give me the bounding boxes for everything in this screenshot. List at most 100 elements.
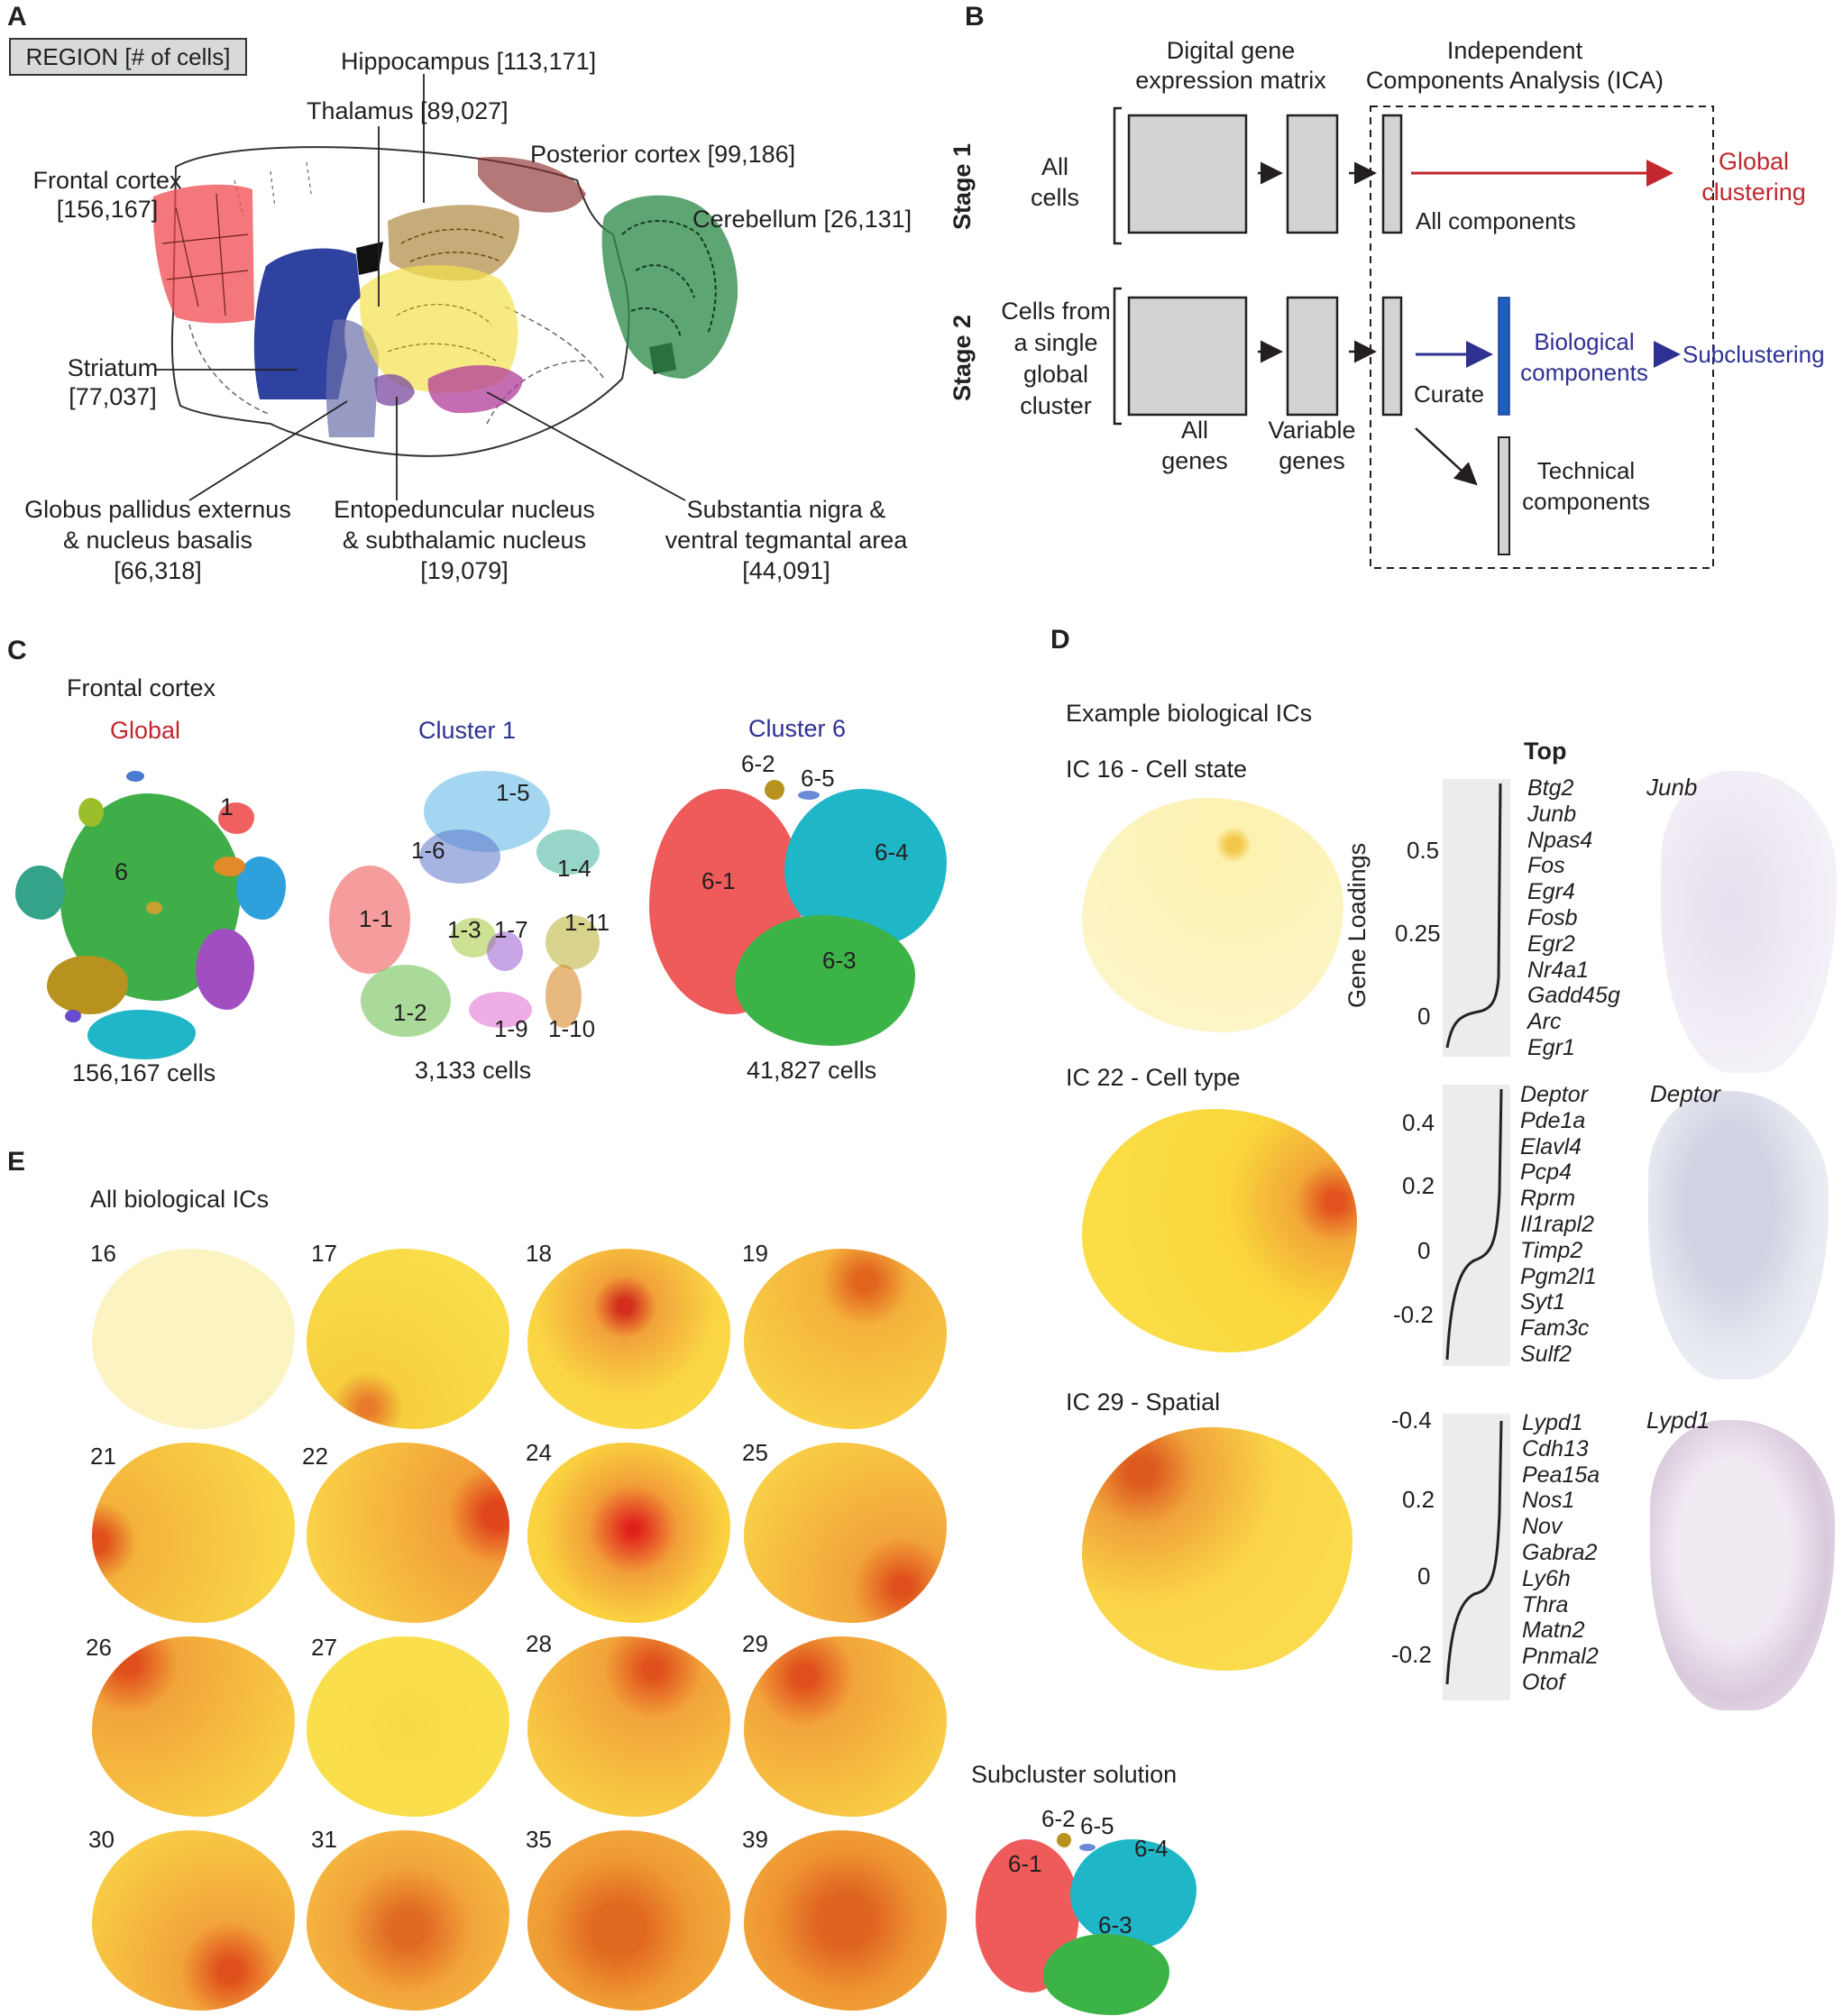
panel-label-a: A: [7, 2, 27, 32]
subclustering-label: Subclustering: [1683, 341, 1825, 368]
frontal-cortex-title: Frontal cortex: [67, 674, 216, 701]
global-cell-count: 156,167 cells: [72, 1059, 216, 1086]
label-frontal-cortex: Frontal cortex [156,167]: [32, 167, 182, 223]
ic-number-18: 18: [526, 1240, 552, 1267]
ic16-title: IC 16 - Cell state: [1066, 756, 1248, 783]
biological-components-bar: [1498, 297, 1510, 416]
label-globus-pallidus: Globus pallidus externus & nucleus basal…: [24, 496, 291, 584]
panel-label-d: D: [1050, 625, 1070, 655]
label-hippocampus: Hippocampus [113,171]: [341, 48, 597, 75]
ic-tsne-28: [527, 1636, 730, 1817]
ic29-tick: 0: [1417, 1562, 1431, 1590]
cluster1-title: Cluster 1: [418, 717, 517, 744]
label-striatum: Striatum [77,037]: [67, 354, 159, 410]
ic29-title: IC 29 - Spatial: [1066, 1388, 1221, 1416]
ic29-tsne: [1082, 1427, 1352, 1671]
ic-number-27: 27: [311, 1634, 337, 1661]
ica-dashed-box: [1370, 105, 1714, 569]
ic-number-29: 29: [742, 1630, 768, 1657]
ic22-tick: 0: [1417, 1237, 1431, 1264]
ic16-ish-image: [1661, 771, 1837, 1073]
cluster1-label-1-1: 1-1: [359, 905, 393, 932]
cluster1-label-1-9: 1-9: [494, 1015, 528, 1042]
ic29-loading-plot: [1443, 1414, 1510, 1700]
ic-tsne-39: [744, 1830, 947, 2011]
ic-tsne-25: [744, 1443, 947, 1623]
cluster1-label-1-11: 1-11: [564, 909, 610, 936]
example-ics-title: Example biological ICs: [1066, 700, 1313, 727]
ic29-gene-list: Lypd1 Cdh13 Pea15a Nos1 Nov Gabra2 Ly6h Thra Mat…: [1522, 1410, 1600, 1695]
label-thalamus: Thalamus [89,027]: [307, 97, 509, 124]
cluster6-label-6-5: 6-5: [801, 765, 835, 792]
ic-tsne-24: [527, 1443, 730, 1623]
ic-tsne-30: [92, 1830, 295, 2011]
ic16-tick: 0.5: [1407, 837, 1440, 864]
cluster6-title: Cluster 6: [748, 715, 847, 742]
label-posterior-cortex: Posterior cortex [99,186]: [530, 141, 796, 168]
ic22-tick: 0.4: [1402, 1109, 1435, 1136]
thalamus-region: [360, 264, 518, 393]
stage1-all-genes-matrix: [1127, 114, 1248, 234]
brain-sagittal-diagram: [152, 74, 738, 501]
cerebellum-region: [601, 195, 738, 379]
global-tsne-plot: [11, 766, 290, 1064]
global-cluster-6-label: 6: [115, 858, 129, 885]
panel-label-e: E: [7, 1147, 26, 1177]
top-genes-header: Top: [1524, 738, 1567, 765]
technical-components-bar: [1498, 436, 1510, 555]
stage2-cells-from-cluster: Cells from a single global cluster: [1001, 298, 1111, 419]
header-ica: Independent Components Analysis (ICA): [1365, 37, 1664, 94]
stage2-components-bar: [1381, 296, 1403, 417]
subcluster-tsne-plot: [976, 1826, 1201, 2015]
header-gene-matrix: Digital gene expression matrix: [1135, 37, 1326, 94]
ic16-gene-list: Btg2 Junb Npas4 Fos Egr4 Fosb Egr2 Nr4a1 Gadd45g…: [1527, 775, 1620, 1060]
ic-number-24: 24: [526, 1439, 552, 1466]
cluster1-label-1-10: 1-10: [548, 1015, 596, 1042]
cluster6-label-6-1: 6-1: [701, 867, 736, 894]
ic29-tick: -0.2: [1391, 1641, 1432, 1668]
ic22-ish-gene: Deptor: [1650, 1080, 1721, 1107]
technical-components-label: Technical components: [1522, 457, 1650, 515]
cluster6-label-6-2: 6-2: [741, 750, 775, 777]
ica-workflow-diagram: [1113, 105, 1714, 569]
all-components-label: All components: [1416, 207, 1576, 234]
cluster1-label-1-6: 1-6: [411, 837, 445, 864]
ic22-gene-list: Deptor Pde1a Elavl4 Pcp4 Rprm Il1rapl2 Timp2 Pg…: [1520, 1082, 1597, 1367]
cluster1-label-1-2: 1-2: [393, 999, 427, 1026]
all-biological-ics-title: All biological ICs: [90, 1186, 270, 1213]
panel-label-b: B: [965, 2, 985, 32]
ic-tsne-17: [307, 1249, 509, 1429]
stage2-variable-genes-matrix: [1286, 296, 1339, 417]
hippocampus-region: [388, 205, 519, 281]
globus-pallidus-region: [326, 319, 379, 437]
stage1-all-cells: All cells: [1030, 153, 1079, 211]
ic-number-16: 16: [90, 1240, 116, 1267]
cluster6-tsne-plot: [649, 771, 956, 1059]
ic-tsne-35: [527, 1830, 730, 2011]
cluster1-tsne-plot: [329, 771, 600, 1037]
subcluster-solution-title: Subcluster solution: [971, 1761, 1178, 1788]
ic-number-35: 35: [526, 1826, 552, 1853]
ic-tsne-18: [527, 1249, 730, 1429]
subcluster-label-6-4: 6-4: [1134, 1835, 1169, 1862]
posterior-cortex-region: [478, 157, 586, 213]
ic22-ish-image: [1648, 1091, 1829, 1379]
cluster6-label-6-3: 6-3: [822, 947, 857, 974]
panel-label-c: C: [7, 636, 27, 665]
stage1-variable-genes-matrix: [1286, 114, 1339, 234]
ic-number-21: 21: [90, 1443, 116, 1470]
ic-tsne-29: [744, 1636, 947, 1817]
ic29-ish-gene: Lypd1: [1646, 1407, 1710, 1434]
subcluster-label-6-5: 6-5: [1080, 1812, 1114, 1839]
ic-number-26: 26: [86, 1634, 112, 1661]
ic16-tick: 0.25: [1395, 920, 1441, 947]
label-entopeduncular: Entopeduncular nucleus & subthalamic nuc…: [334, 496, 595, 584]
ic-tsne-21: [92, 1443, 295, 1623]
ic22-title: IC 22 - Cell type: [1066, 1064, 1241, 1091]
ic22-loading-plot: [1443, 1085, 1510, 1366]
cluster1-cell-count: 3,133 cells: [415, 1057, 532, 1084]
subcluster-label-6-1: 6-1: [1008, 1850, 1042, 1877]
substantia-nigra-region: [427, 365, 523, 414]
variable-genes-label: Variable genes: [1268, 417, 1356, 474]
global-clustering-label: Global clustering: [1701, 148, 1806, 206]
